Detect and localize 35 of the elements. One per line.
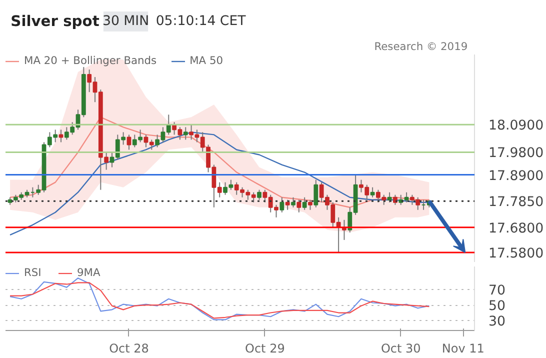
candlestick (280, 196, 284, 213)
candlestick (183, 126, 188, 140)
candlestick (257, 189, 262, 200)
text: 05:10:14 CET (156, 14, 247, 29)
legend-label: RSI (24, 266, 42, 279)
legend-label: MA 20 + Bollinger Bands (24, 54, 157, 67)
candlestick (393, 194, 398, 206)
y-tick-label: 17.6800 (488, 221, 544, 236)
legend-label: 9MA (77, 266, 100, 279)
x-tick-label: Oct 28 (109, 342, 149, 356)
y-tick-label: 17.8900 (488, 168, 544, 184)
text: 30 MIN (102, 14, 150, 29)
text: Nov 11 (442, 342, 484, 356)
candlestick (302, 196, 307, 210)
candlestick (296, 199, 302, 213)
candlestick (387, 192, 392, 203)
y-tick-label: 50 (488, 299, 506, 314)
candlestick (285, 199, 290, 210)
candlestick (58, 129, 64, 143)
x-tick-label: Oct 30 (380, 342, 421, 356)
text: Research © 2019 (374, 40, 468, 53)
y-tick-label: 18.0900 (488, 118, 544, 134)
y-tick-label: 30 (488, 314, 506, 330)
candlestick (314, 179, 318, 208)
y-tick-label: 17.5800 (488, 246, 544, 262)
candlestick (291, 196, 296, 208)
chart-title: Silver spot (10, 13, 100, 30)
candlestick (370, 186, 375, 198)
x-tick-label: Oct 29 (245, 342, 285, 356)
y-tick-label: 17.9800 (488, 146, 544, 162)
candlestick (126, 134, 132, 150)
y-tick-label: 17.7850 (488, 195, 544, 210)
candlestick (308, 199, 312, 210)
y-tick-label: 70 (488, 284, 506, 299)
legend-label: MA 50 (190, 54, 224, 67)
